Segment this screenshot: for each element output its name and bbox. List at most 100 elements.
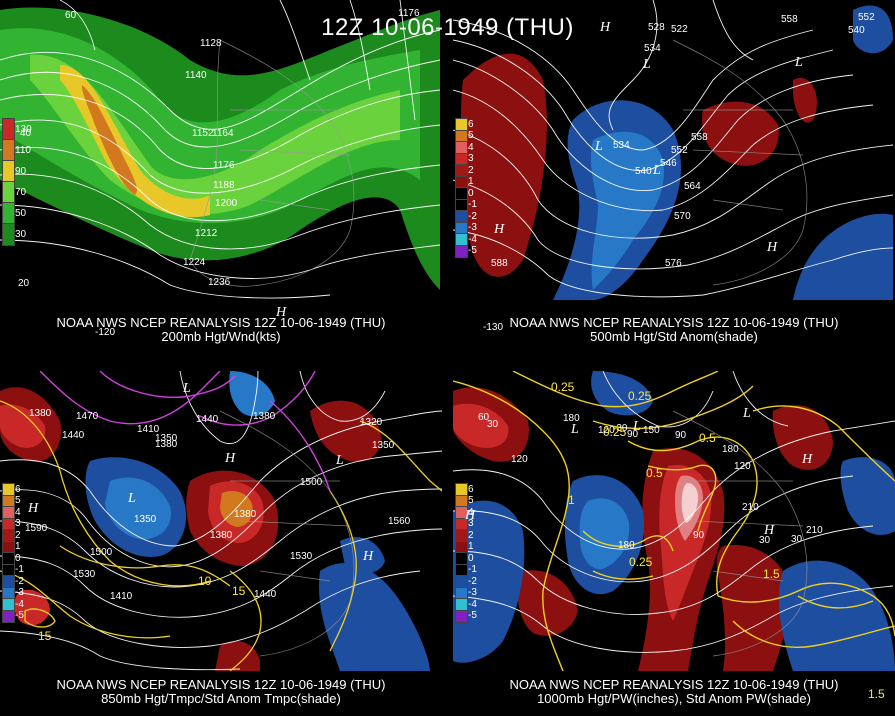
legend-label: 5 bbox=[468, 130, 474, 142]
contour-label: 30 bbox=[487, 419, 499, 430]
legend-label: -1 bbox=[468, 199, 477, 211]
high-pressure-marker: H bbox=[494, 222, 505, 237]
caption-line2: 500mb Hgt/Std Anom(shade) bbox=[590, 329, 758, 344]
low-pressure-marker: L bbox=[643, 57, 651, 72]
legend-label: 110 bbox=[15, 144, 31, 156]
contour-label: 1152 bbox=[192, 128, 214, 139]
contour-label: 210 bbox=[742, 502, 759, 513]
legend-label: 70 bbox=[15, 186, 27, 198]
legend-label: -4 bbox=[468, 233, 477, 245]
anom-pos-west bbox=[460, 53, 547, 277]
contour-label: -130 bbox=[483, 322, 504, 333]
anom-pos-sw bbox=[14, 589, 50, 626]
legend-swatch bbox=[2, 202, 15, 225]
high-pressure-marker: H bbox=[764, 523, 775, 538]
legend-swatch bbox=[2, 160, 15, 183]
caption-line2: 200mb Hgt/Wnd(kts) bbox=[161, 329, 281, 344]
legend-label: -1 bbox=[15, 564, 24, 576]
contour-label: 1140 bbox=[185, 70, 207, 81]
contour-label: 1500 bbox=[300, 477, 323, 488]
anom-neg-e bbox=[340, 537, 385, 573]
legend-label: -5 bbox=[15, 610, 24, 622]
high-pressure-marker: H bbox=[363, 549, 374, 564]
contour-label: 1212 bbox=[195, 228, 218, 239]
anom-neg-w2 bbox=[105, 477, 171, 540]
contour-label: 546 bbox=[660, 158, 677, 169]
anom-neg-ne bbox=[840, 457, 895, 535]
panel-500mb: 6 5 4 3 2 1 0 -1 -2 -3 -4 -5 NOAA NWS NCEP REANALYS… bbox=[453, 0, 895, 345]
legend-label: 1 bbox=[468, 541, 474, 553]
contour-label: 210 bbox=[806, 525, 823, 536]
low-pressure-marker: L bbox=[336, 453, 344, 468]
contour-label: 1530 bbox=[290, 551, 313, 562]
anom-pos-center4 bbox=[681, 483, 699, 523]
caption-line1: NOAA NWS NCEP REANALYSIS 12Z 10-06-1949 … bbox=[56, 677, 386, 692]
legend-label: 5 bbox=[468, 495, 474, 507]
legend-label: -3 bbox=[468, 587, 477, 599]
panel-200mb: 130 110 90 70 50 30 NOAA NWS NCEP REANALYSIS … bbox=[0, 0, 442, 345]
contour-label: -120 bbox=[95, 327, 116, 338]
caption-line1: NOAA NWS NCEP REANALYSIS 12Z 10-06-1949 … bbox=[509, 677, 839, 692]
contour-label: 534 bbox=[644, 43, 661, 54]
caption-line2: 1000mb Hgt/PW(inches), Std Anom PW(shade… bbox=[537, 691, 811, 706]
contour-label: 522 bbox=[671, 24, 688, 35]
map-500mb bbox=[453, 0, 895, 300]
anom-pos-se bbox=[215, 641, 260, 671]
legend-label: 1 bbox=[15, 541, 21, 553]
contour-label: 1350 bbox=[134, 514, 157, 525]
contour-label: 30 bbox=[759, 535, 771, 546]
caption-line1: NOAA NWS NCEP REANALYSIS 12Z 10-06-1949 … bbox=[509, 315, 839, 330]
contour-label: 1500 bbox=[90, 547, 113, 558]
contour-label: 1530 bbox=[73, 569, 96, 580]
legend-label: -5 bbox=[468, 610, 477, 622]
low-pressure-marker: L bbox=[571, 422, 579, 437]
isoline-label: 10 bbox=[198, 574, 212, 588]
legend-label: 130 bbox=[15, 123, 32, 135]
legend-swatch bbox=[2, 181, 15, 204]
contour-label: 40 bbox=[20, 128, 32, 139]
contour-label: 564 bbox=[684, 181, 701, 192]
legend-label: 4 bbox=[15, 506, 21, 518]
contour-label: 558 bbox=[781, 14, 798, 25]
legend-label: -2 bbox=[468, 210, 477, 222]
isoline-label: 0.5 bbox=[699, 431, 716, 445]
legend-label: 50 bbox=[15, 207, 27, 219]
contour-label: 20 bbox=[18, 278, 30, 289]
contour-label: 588 bbox=[491, 258, 508, 269]
contour-label: 570 bbox=[674, 211, 691, 222]
caption-line2: 850mb Hgt/Tmpc/Std Anom Tmpc(shade) bbox=[101, 691, 341, 706]
legend-label: -5 bbox=[468, 245, 477, 257]
contour-label: 540 bbox=[848, 25, 865, 36]
anom-pos-nw2 bbox=[0, 404, 46, 448]
legend-label: -3 bbox=[468, 222, 477, 234]
contour-label: 1410 bbox=[110, 591, 133, 602]
legend-swatch bbox=[2, 609, 15, 623]
anom-neg-se bbox=[319, 562, 430, 671]
legend-label: -4 bbox=[15, 598, 24, 610]
anom-pos-east bbox=[702, 101, 779, 166]
panel-1000mb: 6 5 4 3 2 1 0 -1 -2 -3 -4 -5 NOAA NWS NCEP REANALYS… bbox=[453, 371, 895, 716]
legend-label: 0 bbox=[15, 552, 21, 564]
high-pressure-marker: H bbox=[28, 501, 39, 516]
contour-label: 1380 bbox=[29, 408, 52, 419]
contour-label: 1380 bbox=[155, 439, 178, 450]
contour-label: 528 bbox=[648, 22, 665, 33]
legend-label: 90 bbox=[15, 165, 27, 177]
legend-label: 4 bbox=[468, 506, 474, 518]
anom-pos-nw2 bbox=[453, 403, 509, 448]
low-pressure-marker: L bbox=[653, 163, 661, 178]
wind-90 bbox=[60, 65, 210, 218]
isoline-label: 0.25 bbox=[628, 389, 652, 403]
contour-label: 552 bbox=[858, 12, 875, 23]
legend-label: 6 bbox=[468, 118, 474, 130]
legend-label: -1 bbox=[468, 564, 477, 576]
legend-label: 2 bbox=[15, 529, 21, 541]
high-pressure-marker: H bbox=[465, 508, 476, 523]
chart-title: 12Z 10-06-1949 (THU) bbox=[321, 14, 574, 41]
high-pressure-marker: H bbox=[767, 240, 778, 255]
legend-label: 2 bbox=[468, 164, 474, 176]
high-pressure-marker: H bbox=[600, 20, 611, 35]
contour-label: 1350 bbox=[372, 440, 395, 451]
legend-label: -3 bbox=[15, 587, 24, 599]
contour-label: 90 bbox=[675, 430, 687, 441]
